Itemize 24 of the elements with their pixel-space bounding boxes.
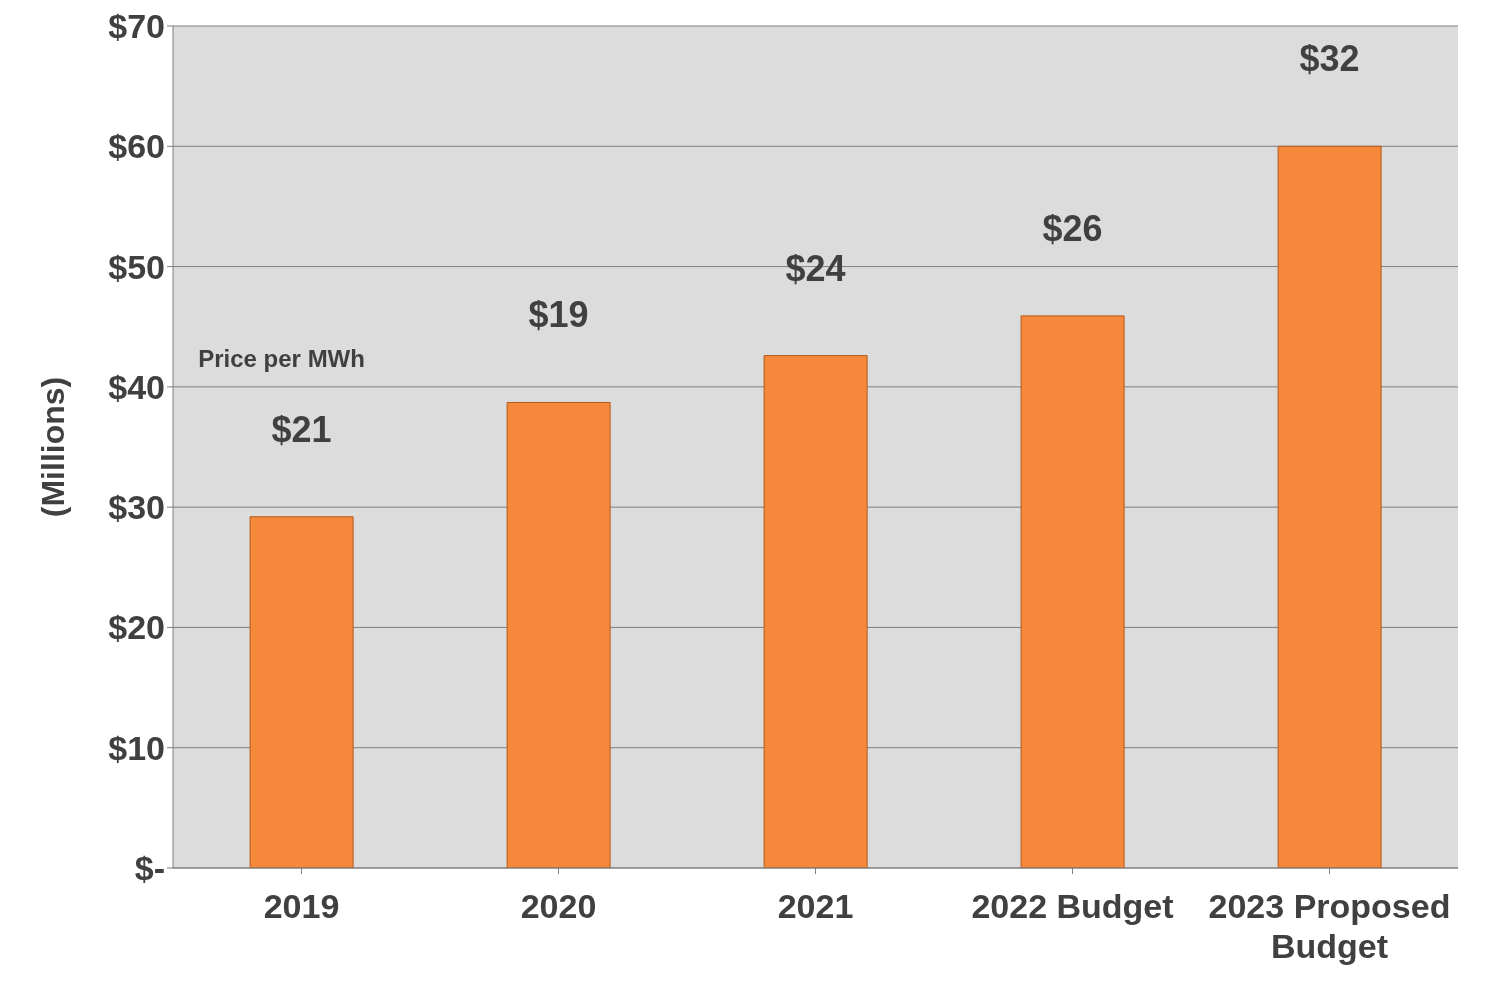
y-tick-label: $20 bbox=[108, 608, 165, 647]
y-tick-label: $30 bbox=[108, 488, 165, 527]
bar bbox=[506, 401, 611, 868]
bar bbox=[1277, 145, 1382, 868]
annotation: $19 bbox=[528, 294, 589, 336]
y-tick-label: $70 bbox=[108, 7, 165, 46]
x-tick-label: 2019 bbox=[263, 887, 340, 925]
y-axis-title: (Millions) bbox=[35, 376, 72, 518]
y-tick-label: $10 bbox=[108, 728, 165, 767]
bar bbox=[249, 516, 354, 868]
annotation: $21 bbox=[271, 408, 332, 450]
annotation: $32 bbox=[1299, 38, 1360, 80]
bar bbox=[763, 355, 868, 868]
y-tick-label: $40 bbox=[108, 367, 165, 406]
y-tick-label: $50 bbox=[108, 247, 165, 286]
x-tick-label: 2021 bbox=[777, 887, 854, 925]
bar bbox=[1020, 315, 1125, 868]
y-tick-label: $60 bbox=[108, 127, 165, 166]
y-tick-label: $- bbox=[134, 849, 165, 888]
annotation: $26 bbox=[1042, 207, 1103, 249]
x-tick-label: 2023 Proposed Budget bbox=[1208, 887, 1451, 965]
x-tick-label: 2022 Budget bbox=[971, 887, 1174, 925]
x-tick-label: 2020 bbox=[520, 887, 597, 925]
annotation: Price per MWh bbox=[198, 344, 365, 372]
